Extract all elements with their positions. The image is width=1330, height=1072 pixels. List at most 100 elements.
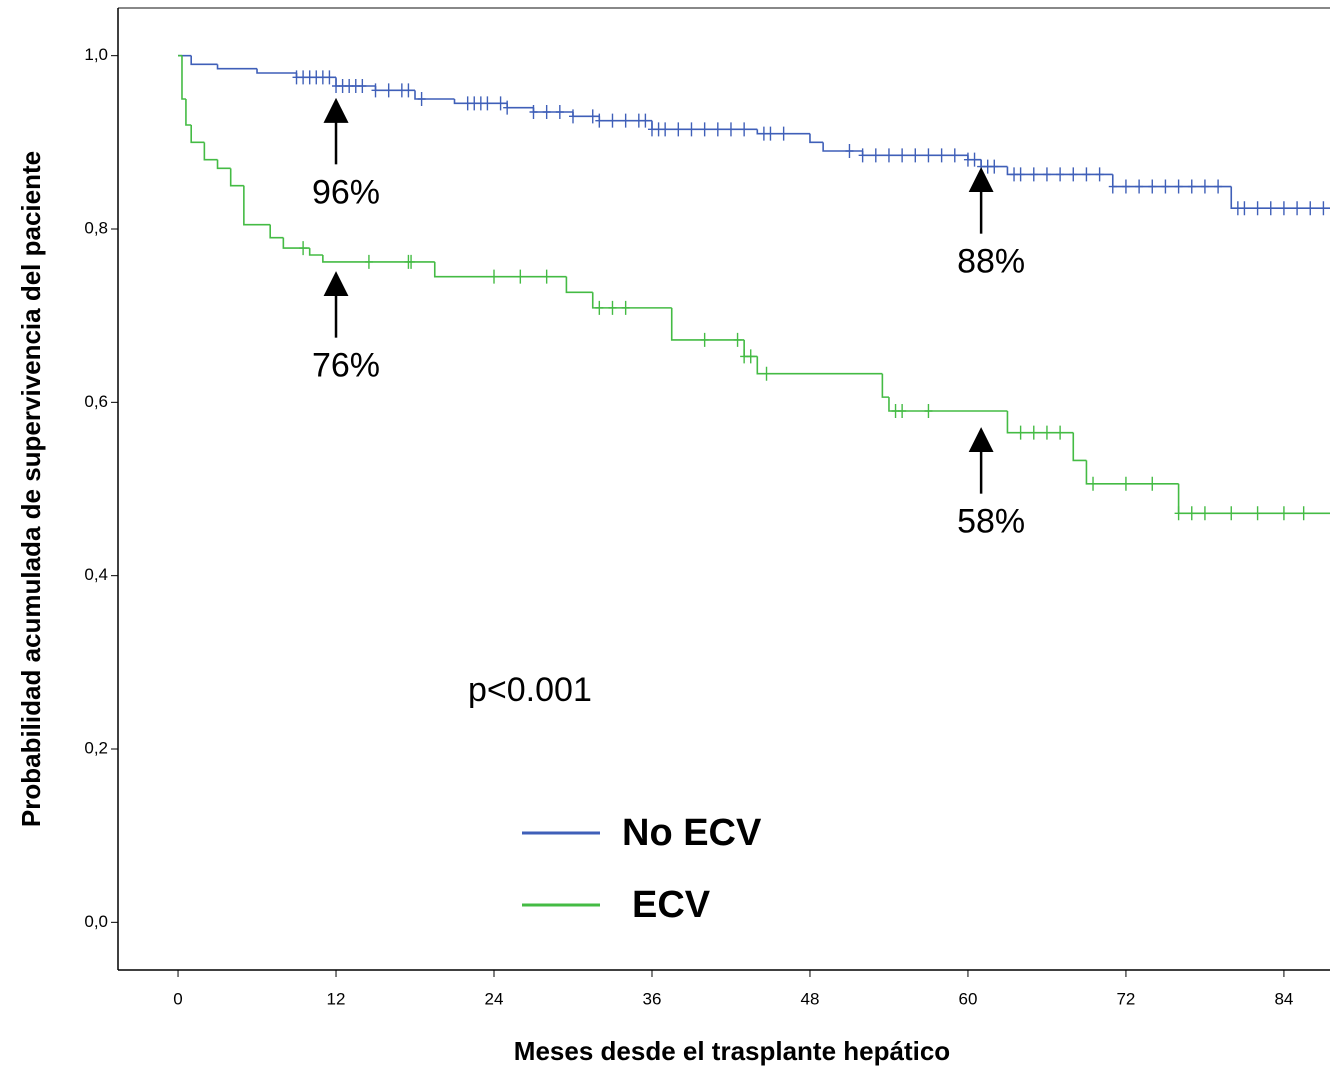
survival-step [809, 133, 824, 144]
censor-mark [990, 159, 999, 174]
survival-step [670, 307, 745, 341]
survival-step [229, 168, 244, 187]
censor-mark [1187, 506, 1196, 521]
censor-mark [1161, 179, 1170, 194]
censor-mark [726, 122, 735, 137]
censor-mark [1227, 506, 1236, 521]
censor-mark [325, 70, 334, 85]
survival-step [282, 237, 310, 249]
censor-mark [1200, 506, 1209, 521]
survival-step [822, 142, 863, 152]
censor-mark [1306, 201, 1315, 216]
survival-step [756, 129, 810, 135]
survival-step [243, 185, 271, 226]
censor-mark [1121, 179, 1130, 194]
survival-step [565, 276, 593, 294]
x-tick-label: 12 [327, 989, 346, 1008]
censor-mark [1319, 201, 1328, 216]
censor-mark [588, 109, 597, 124]
censor-mark [1174, 179, 1183, 194]
censor-mark [1214, 179, 1223, 194]
censor-mark [621, 113, 630, 128]
censor-mark [1174, 506, 1183, 521]
survival-step [216, 64, 258, 70]
y-tick-label: 0,4 [84, 565, 108, 584]
censor-mark [970, 152, 979, 167]
survival-step [756, 356, 883, 375]
censor-mark [1029, 167, 1038, 182]
survival-step [322, 255, 435, 263]
survival-step [308, 248, 323, 256]
censor-mark [674, 122, 683, 137]
censor-mark [1056, 425, 1065, 440]
x-tick-label: 72 [1116, 989, 1135, 1008]
survival-step [532, 107, 573, 113]
censor-mark [1108, 179, 1117, 194]
survival-step [190, 125, 205, 144]
censor-mark [1148, 476, 1157, 491]
censor-mark [1299, 506, 1308, 521]
censor-mark [687, 122, 696, 137]
censor-mark [483, 96, 492, 111]
censor-mark [621, 300, 630, 315]
censor-mark [568, 109, 577, 124]
censor-mark [516, 269, 525, 284]
survival-step [888, 397, 1008, 412]
annotation-label: 88% [957, 243, 1025, 281]
censor-mark [503, 100, 512, 115]
legend-label: ECV [632, 884, 711, 926]
censor-mark [1042, 425, 1051, 440]
censor-mark [299, 241, 308, 256]
y-tick-label: 0,8 [84, 218, 108, 237]
survival-step [269, 224, 284, 239]
censor-mark [1200, 179, 1209, 194]
censor-mark [641, 113, 650, 128]
censor-mark [1069, 167, 1078, 182]
censor-mark [700, 122, 709, 137]
survival-step [203, 142, 218, 161]
censor-mark [1121, 476, 1130, 491]
censor-mark [661, 122, 670, 137]
censor-mark [1135, 179, 1144, 194]
survival-step [881, 373, 889, 398]
censor-mark [1089, 476, 1098, 491]
censor-mark [1279, 506, 1288, 521]
censor-mark [542, 105, 551, 119]
survival-step [591, 292, 672, 309]
censor-mark [608, 300, 617, 315]
censor-mark [1187, 179, 1196, 194]
annotation-label: 58% [957, 503, 1025, 541]
survival-step [190, 55, 218, 66]
censor-mark [384, 83, 393, 98]
censor-mark [858, 148, 867, 163]
censor-mark [358, 79, 367, 93]
censor-mark [407, 254, 416, 269]
survival-step [1177, 483, 1330, 515]
censor-mark [911, 148, 920, 163]
censor-mark [1279, 201, 1288, 216]
censor-mark [364, 254, 373, 269]
y-tick-label: 0,6 [84, 392, 108, 411]
y-tick-label: 1,0 [84, 45, 108, 64]
censor-mark [555, 105, 564, 119]
censor-mark [1056, 167, 1065, 182]
censor-mark [1293, 201, 1302, 216]
censor-mark [1016, 167, 1025, 182]
censor-mark [1240, 201, 1249, 216]
censor-mark [542, 269, 551, 284]
censor-mark [884, 148, 893, 163]
censor-mark [496, 96, 505, 111]
censor-mark [700, 332, 709, 347]
survival-step [256, 68, 297, 74]
x-tick-label: 84 [1274, 989, 1293, 1008]
censor-mark [417, 92, 426, 106]
x-tick-label: 48 [801, 989, 820, 1008]
y-tick-label: 0,2 [84, 738, 108, 757]
survival-step [414, 90, 455, 100]
x-tick-label: 36 [643, 989, 662, 1008]
censor-mark [898, 404, 907, 418]
survival-step [216, 159, 231, 170]
censor-mark [924, 148, 933, 163]
censor-mark [595, 300, 604, 315]
